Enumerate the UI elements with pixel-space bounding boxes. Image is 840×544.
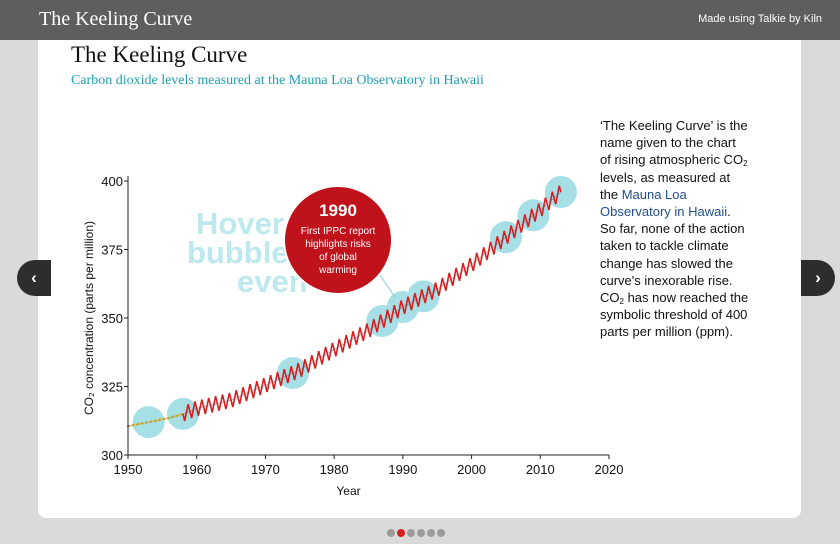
pager-dot[interactable] [387, 529, 395, 537]
x-tick-label: 1950 [114, 462, 143, 477]
x-tick-label: 2010 [526, 462, 555, 477]
highlight-text-line: highlights risks [305, 239, 371, 250]
next-slide-button[interactable]: › [801, 260, 835, 296]
x-tick-label: 2000 [457, 462, 486, 477]
y-tick-label: 350 [101, 311, 123, 326]
description-part-1: ‘The Keeling Curve’ is the name given to… [600, 118, 748, 168]
app-title: The Keeling Curve [39, 8, 193, 30]
x-tick-label: 1990 [388, 462, 417, 477]
highlight-connector [377, 271, 396, 298]
mauna-loa-link[interactable]: Mauna Loa Observatory in Hawaii [600, 186, 728, 220]
highlight-event-bubble[interactable] [283, 185, 393, 295]
chart-title: The Keeling Curve [71, 42, 248, 67]
co2-subscript: 2 [743, 159, 748, 169]
x-axis-label: Year [336, 484, 360, 498]
top-bar: The Keeling Curve Made using Talkie by K… [0, 0, 840, 40]
slide-card [38, 40, 801, 518]
description-text: ‘The Keeling Curve’ is the name given to… [600, 117, 750, 341]
pre-record-dotted-line [126, 412, 185, 428]
description-part-4: has now reached the symbolic threshold o… [600, 290, 749, 340]
x-tick-label: 1960 [182, 462, 211, 477]
watermark-text: Hover [196, 206, 284, 241]
co2-subscript: 2 [619, 297, 624, 307]
made-using-credit[interactable]: Made using Talkie by Kiln [698, 13, 822, 25]
pager-dot[interactable] [437, 529, 445, 537]
highlight-text-line: warming [318, 265, 357, 276]
event-bubble[interactable] [132, 406, 165, 439]
y-axis-label: CO₂ concentration (parts per million) [82, 221, 96, 415]
y-tick-label: 325 [101, 380, 123, 395]
highlight-text-line: First IPPC report [301, 226, 376, 237]
y-tick-label: 300 [101, 448, 123, 463]
y-tick-label: 400 [101, 174, 123, 189]
previous-slide-button[interactable]: ‹ [17, 260, 51, 296]
description-part-3: . So far, none of the action taken to ta… [600, 204, 745, 306]
co2-trend-line [182, 191, 562, 415]
pager-dot[interactable] [427, 529, 435, 537]
chevron-right-icon: › [815, 268, 821, 287]
pager-dot[interactable] [417, 529, 425, 537]
description-part-2: levels, as measured at the [600, 169, 731, 202]
y-tick-label: 375 [101, 243, 123, 258]
pager-dot[interactable] [407, 529, 415, 537]
slide-pager [387, 529, 447, 537]
x-tick-label: 2020 [595, 462, 624, 477]
watermark-text: bubble [187, 235, 289, 270]
highlight-text-line: of global [319, 252, 357, 263]
seasonal-co2-line [182, 185, 562, 422]
highlight-year: 1990 [319, 201, 357, 220]
chart-subtitle: Carbon dioxide levels measured at the Ma… [71, 73, 484, 88]
pager-dot[interactable] [397, 529, 405, 537]
chevron-left-icon: ‹ [31, 268, 37, 287]
x-tick-label: 1970 [251, 462, 280, 477]
x-tick-label: 1980 [320, 462, 349, 477]
